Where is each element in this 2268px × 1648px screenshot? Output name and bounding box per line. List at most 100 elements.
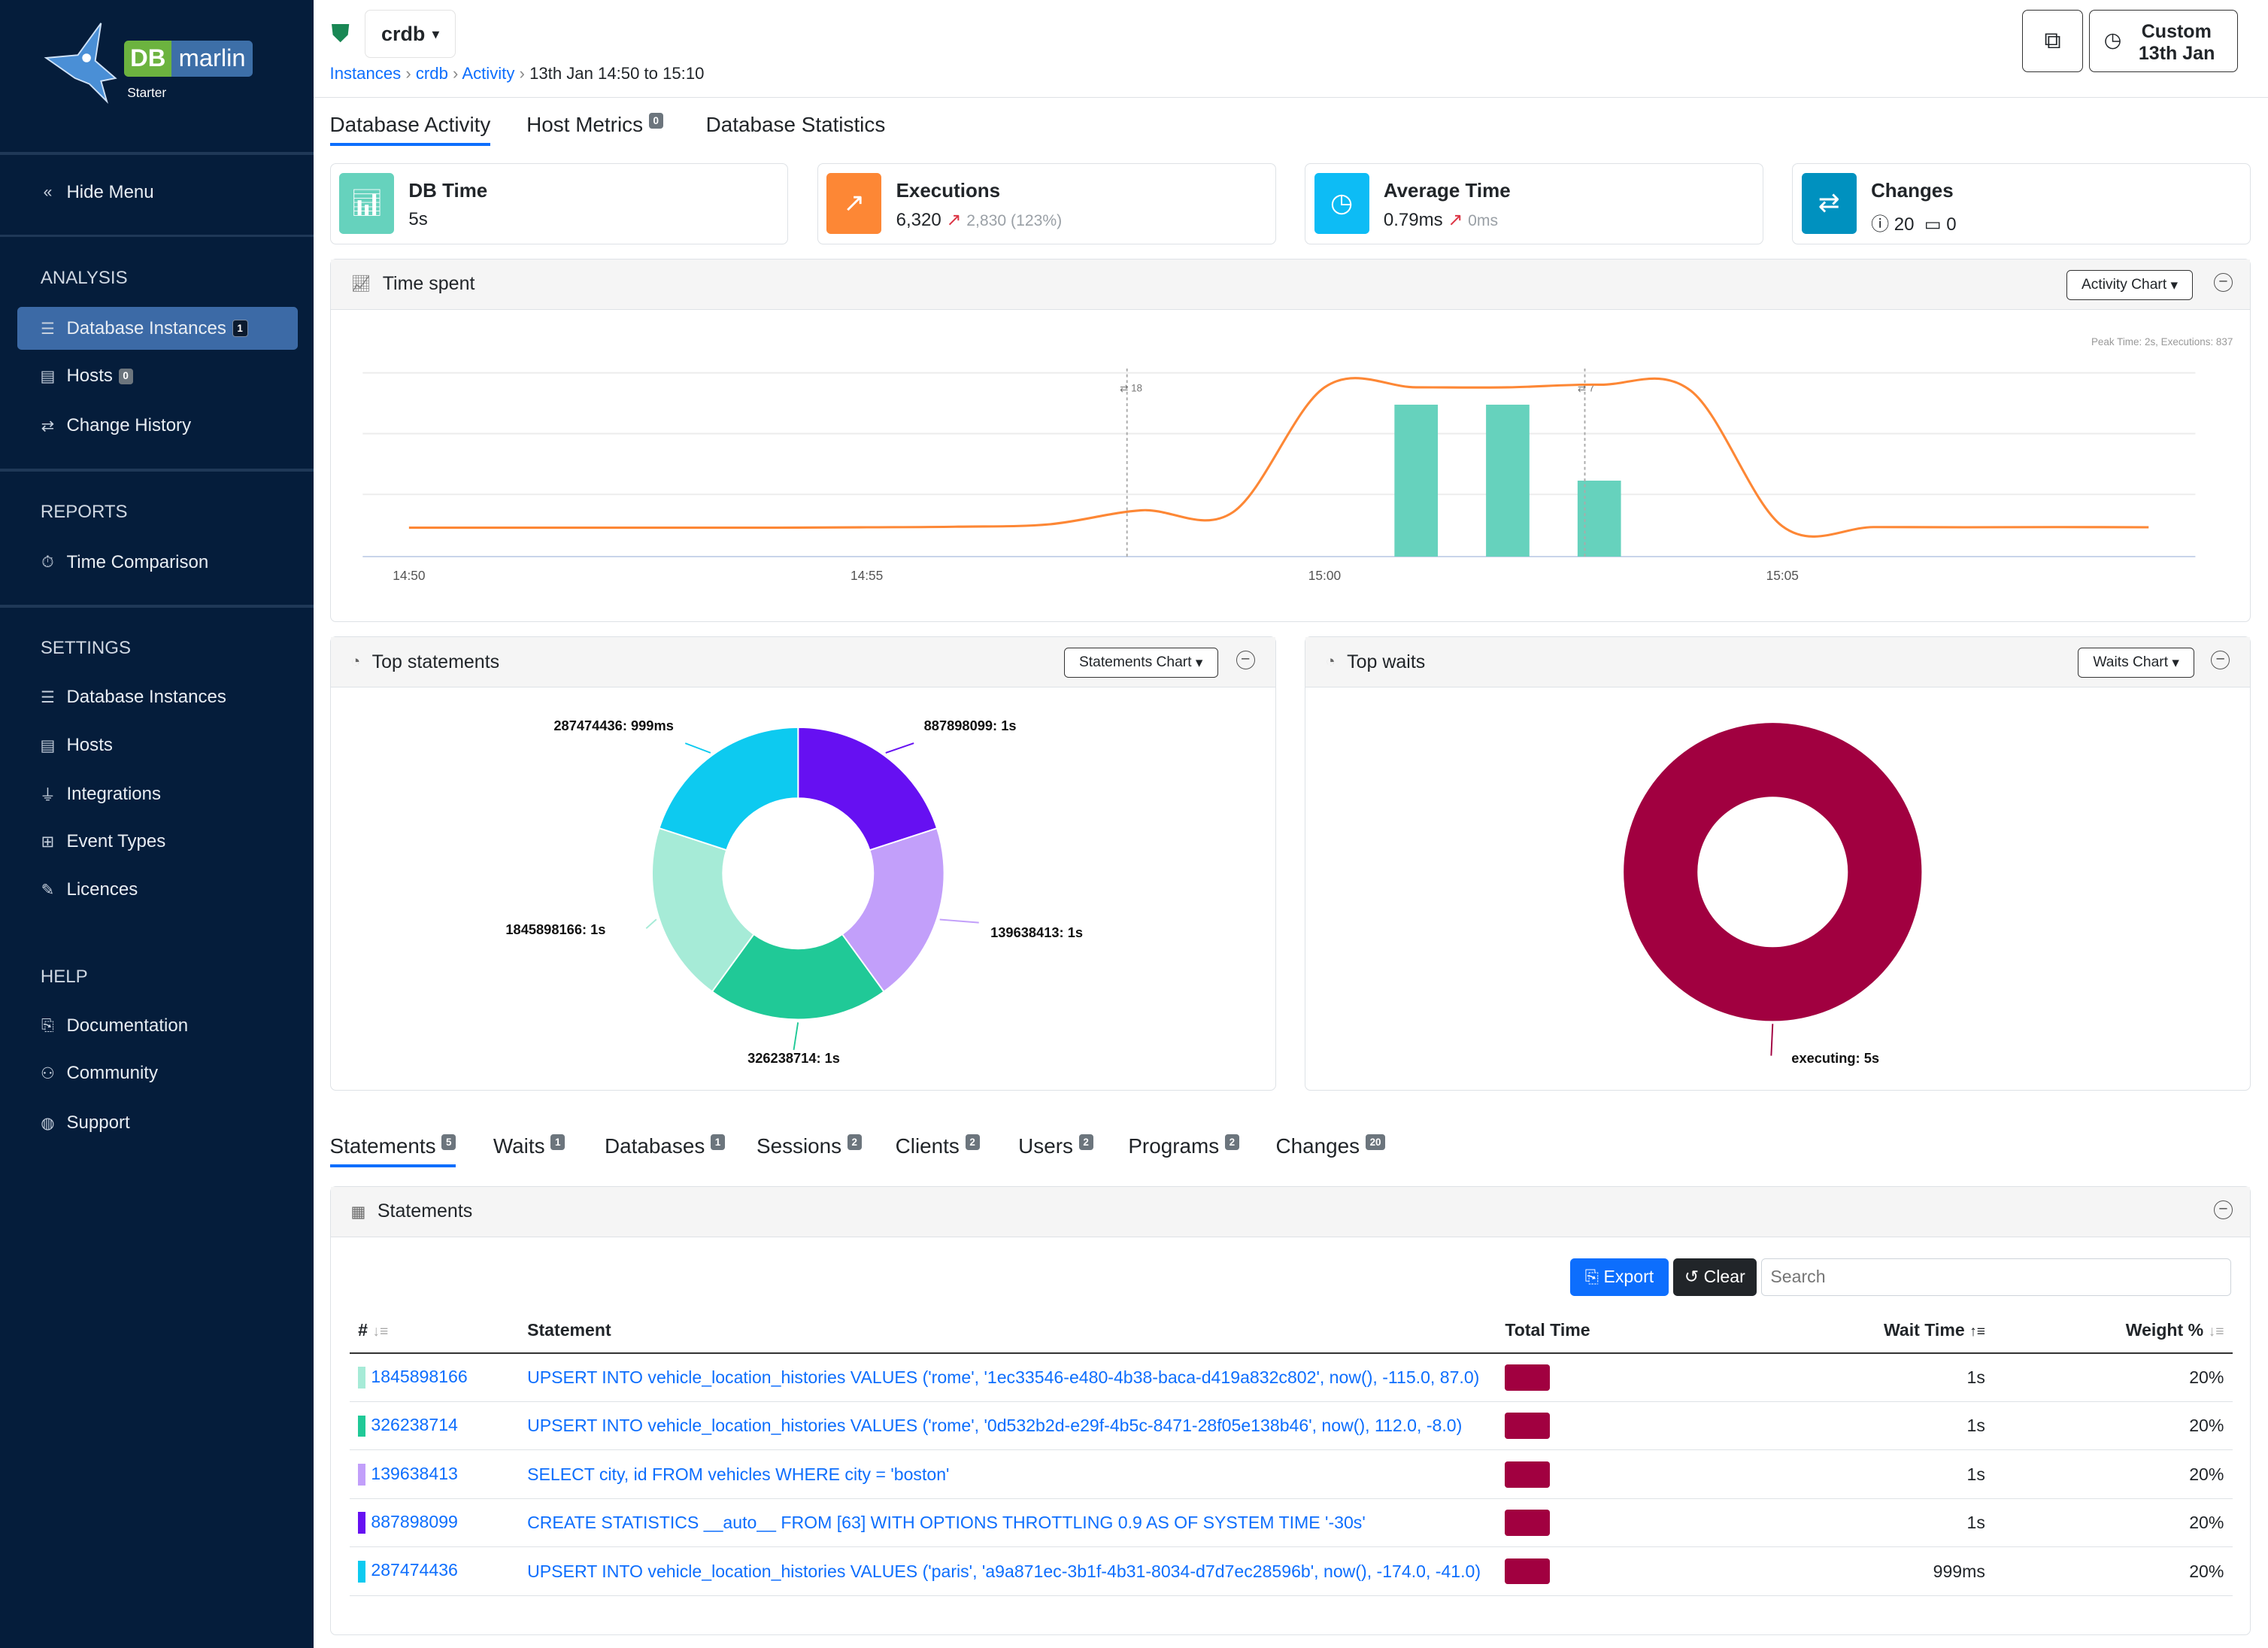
table-row[interactable]: 887898099 CREATE STATISTICS __auto__ FRO… xyxy=(349,1498,2233,1548)
sidebar-item-integrations[interactable]: ⏚ Integrations xyxy=(17,772,298,816)
instance-selector[interactable]: crdb ▾ xyxy=(364,10,456,58)
brand-name: marlin xyxy=(171,40,253,77)
sidebar-item-event-types[interactable]: ⊞ Event Types xyxy=(17,821,298,864)
sort-icon: ↓≡ xyxy=(2208,1324,2224,1340)
sidebar-item-licences[interactable]: ✎ Licences xyxy=(17,868,298,912)
breadcrumb-crdb[interactable]: crdb xyxy=(415,63,448,83)
stopwatch-icon: ⏱ xyxy=(41,554,54,572)
tab-programs[interactable]: Programs 2 xyxy=(1128,1134,1239,1158)
tab-waits[interactable]: Waits 1 xyxy=(493,1134,565,1158)
weight: 20% xyxy=(1994,1546,2233,1596)
top-statements-donut: 887898099: 1s 139638413: 1s 326238714: 1s 1… xyxy=(505,717,1083,1066)
collapse-button[interactable]: − xyxy=(2211,650,2230,669)
collapse-button[interactable]: − xyxy=(2213,1200,2233,1219)
statement-text-link[interactable]: UPSERT INTO vehicle_location_histories V… xyxy=(527,1561,1481,1581)
tab-changes[interactable]: Changes 20 xyxy=(1276,1134,1386,1158)
shield-check-icon: ⛊ xyxy=(331,19,350,47)
tab-sessions[interactable]: Sessions 2 xyxy=(757,1134,862,1158)
col-id[interactable]: # ↓≡ xyxy=(349,1308,519,1354)
waits-chart-dropdown[interactable]: Waits Chart ▾ xyxy=(2078,647,2195,678)
sidebar-item-time-comparison[interactable]: ⏱ Time Comparison xyxy=(17,541,298,584)
sidebar-item-hosts[interactable]: ▤ Hosts 0 xyxy=(17,354,298,398)
copy-button[interactable]: ⧉ xyxy=(2022,10,2083,73)
db-time-bar xyxy=(1393,404,1438,557)
breadcrumb-instances[interactable]: Instances xyxy=(329,63,402,83)
search-input[interactable] xyxy=(1760,1258,2231,1296)
trend-up-icon: ↗ xyxy=(946,209,962,230)
statement-text-link[interactable]: UPSERT INTO vehicle_location_histories V… xyxy=(527,1416,1463,1436)
time-range-button[interactable]: ◷ Custom 13th Jan xyxy=(2088,10,2238,73)
tab-statements[interactable]: Statements 5 xyxy=(329,1134,456,1167)
plug-icon: ⏚ xyxy=(39,787,56,805)
sidebar-item-database-instances[interactable]: ☰ Database Instances 1 xyxy=(17,306,299,351)
total-time-bar xyxy=(1505,1461,1550,1488)
db-time-bar xyxy=(1485,404,1530,557)
statement-text-link[interactable]: CREATE STATISTICS __auto__ FROM [63] WIT… xyxy=(527,1513,1366,1533)
sidebar-item-support[interactable]: ◍ Support xyxy=(17,1101,298,1145)
sidebar-item-documentation[interactable]: ⎘ Documentation xyxy=(17,1004,298,1048)
tab-database-activity[interactable]: Database Activity xyxy=(329,113,491,145)
breadcrumb-activity[interactable]: Activity xyxy=(462,63,515,83)
chevrons-left-icon: « xyxy=(43,183,53,201)
color-swatch xyxy=(358,1512,365,1534)
collapse-button[interactable]: − xyxy=(2213,272,2233,292)
globe-icon: ◍ xyxy=(41,1114,55,1132)
slice-label: 1845898166: 1s xyxy=(505,921,605,937)
col-weight[interactable]: Weight % ↓≡ xyxy=(1994,1308,2233,1354)
sidebar-item-settings-hosts[interactable]: ▤ Hosts xyxy=(17,724,298,767)
statement-text-link[interactable]: SELECT city, id FROM vehicles WHERE city… xyxy=(527,1464,950,1484)
color-swatch xyxy=(358,1367,365,1389)
slice-label: 287474436: 999ms xyxy=(553,717,673,733)
col-total-time[interactable]: Total Time xyxy=(1496,1308,1731,1354)
donut-slice xyxy=(657,726,799,851)
statement-id-link[interactable]: 326238714 xyxy=(371,1415,458,1435)
arrows-exchange-icon: ⇄ xyxy=(41,417,55,435)
statement-text-link[interactable]: UPSERT INTO vehicle_location_histories V… xyxy=(527,1367,1480,1387)
database-icon: ☰ xyxy=(40,320,55,338)
tab-databases[interactable]: Databases 1 xyxy=(605,1134,725,1158)
statement-id-link[interactable]: 139638413 xyxy=(371,1463,458,1483)
bar-chart-icon: 📊︎ xyxy=(339,172,395,234)
export-button[interactable]: ⎘ Export xyxy=(1569,1258,1669,1296)
statement-id-link[interactable]: 287474436 xyxy=(371,1560,458,1580)
col-statement[interactable]: Statement xyxy=(518,1308,1496,1354)
table-row[interactable]: 326238714 UPSERT INTO vehicle_location_h… xyxy=(349,1401,2233,1451)
statements-chart-dropdown[interactable]: Statements Chart ▾ xyxy=(1063,647,1218,678)
clear-button[interactable]: ↺ Clear xyxy=(1672,1258,1757,1296)
table-row[interactable]: 287474436 UPSERT INTO vehicle_location_h… xyxy=(349,1546,2233,1596)
color-swatch xyxy=(358,1464,365,1486)
total-time-bar xyxy=(1505,1413,1550,1440)
sidebar-item-settings-database-instances[interactable]: ☰ Database Instances xyxy=(17,675,298,719)
statement-id-link[interactable]: 1845898166 xyxy=(371,1366,468,1386)
table-row[interactable]: 1845898166 UPSERT INTO vehicle_location_… xyxy=(349,1352,2233,1402)
kpi-db-time: 📊︎ DB Time 5s xyxy=(329,163,789,245)
tab-users[interactable]: Users 2 xyxy=(1018,1134,1093,1158)
weight: 20% xyxy=(1994,1498,2233,1548)
hide-menu-button[interactable]: «Hide Menu xyxy=(17,171,298,214)
statement-id-link[interactable]: 887898099 xyxy=(371,1512,458,1531)
info-icon: ⓘ xyxy=(1871,214,1890,235)
total-time-bar xyxy=(1505,1558,1550,1585)
collapse-button[interactable]: − xyxy=(1236,650,1255,669)
sidebar-item-change-history[interactable]: ⇄ Change History xyxy=(17,404,298,448)
network-icon: ⊞ xyxy=(41,833,55,851)
label-leader xyxy=(684,742,711,754)
sidebar-item-community[interactable]: ⚇ Community xyxy=(17,1052,298,1095)
event-marker-label: ⇄ 18 xyxy=(1120,382,1142,393)
x-tick-label: 14:55 xyxy=(850,567,883,582)
donut-slice xyxy=(1624,722,1922,1021)
tab-host-metrics[interactable]: Host Metrics 0 xyxy=(526,113,663,137)
weight: 20% xyxy=(1994,1352,2233,1402)
donut-slice xyxy=(711,933,885,1021)
slice-label: 326238714: 1s xyxy=(747,1050,840,1066)
activity-chart-dropdown[interactable]: Activity Chart ▾ xyxy=(2066,269,2194,301)
edition-label: Starter xyxy=(127,85,167,101)
table-row[interactable]: 139638413 SELECT city, id FROM vehicles … xyxy=(349,1449,2233,1499)
col-wait-time[interactable]: Wait Time ↑≡ xyxy=(1730,1308,1994,1354)
slice-label: 887898099: 1s xyxy=(923,717,1016,733)
x-tick-label: 14:50 xyxy=(393,567,425,582)
section-reports: REPORTS xyxy=(40,502,128,523)
tab-clients[interactable]: Clients 2 xyxy=(896,1134,980,1158)
tab-database-statistics[interactable]: Database Statistics xyxy=(705,113,886,137)
logo[interactable]: DB marlin Starter xyxy=(32,20,263,107)
